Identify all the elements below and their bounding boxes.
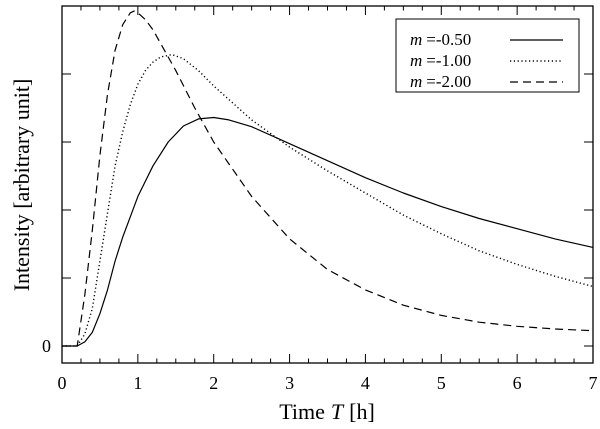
x-tick-label: 7 (589, 373, 598, 393)
series-line-3 (62, 10, 594, 347)
legend: m =-0.50m =-1.00m =-2.00 (395, 18, 580, 93)
legend-var: m (410, 30, 422, 49)
legend-var: m (410, 72, 422, 91)
legend-label-2: m =-1.00 (410, 51, 471, 70)
legend-box (395, 18, 580, 93)
legend-value: =-2.00 (426, 72, 471, 91)
x-tick-label: 4 (361, 373, 370, 393)
legend-label-1: m =-0.50 (410, 30, 471, 49)
x-axis-title: Time T [h] (279, 399, 375, 424)
legend-value: =-1.00 (426, 51, 471, 70)
x-axis-title-text: Time (279, 399, 325, 424)
legend-label-3: m =-2.00 (410, 72, 471, 91)
tick-labels: 0 1 2 3 4 5 6 7 0 (42, 336, 598, 393)
x-tick-label: 2 (209, 373, 218, 393)
series-group (62, 10, 594, 347)
y-tick-label: 0 (42, 336, 51, 356)
x-axis-title-unit: [h] (349, 399, 375, 424)
x-tick-label: 1 (133, 373, 142, 393)
x-tick-label: 6 (513, 373, 522, 393)
series-line-2 (62, 53, 594, 347)
x-axis-title-var: T (331, 399, 345, 424)
plot-area (61, 5, 594, 364)
legend-value: =-0.50 (426, 30, 471, 49)
x-tick-label: 5 (437, 373, 446, 393)
series-line-1 (62, 116, 594, 347)
x-tick-label: 0 (58, 373, 67, 393)
y-axis-title: Intensity [arbitrary unit] (9, 79, 34, 292)
x-tick-label: 3 (285, 373, 294, 393)
legend-var: m (410, 51, 422, 70)
